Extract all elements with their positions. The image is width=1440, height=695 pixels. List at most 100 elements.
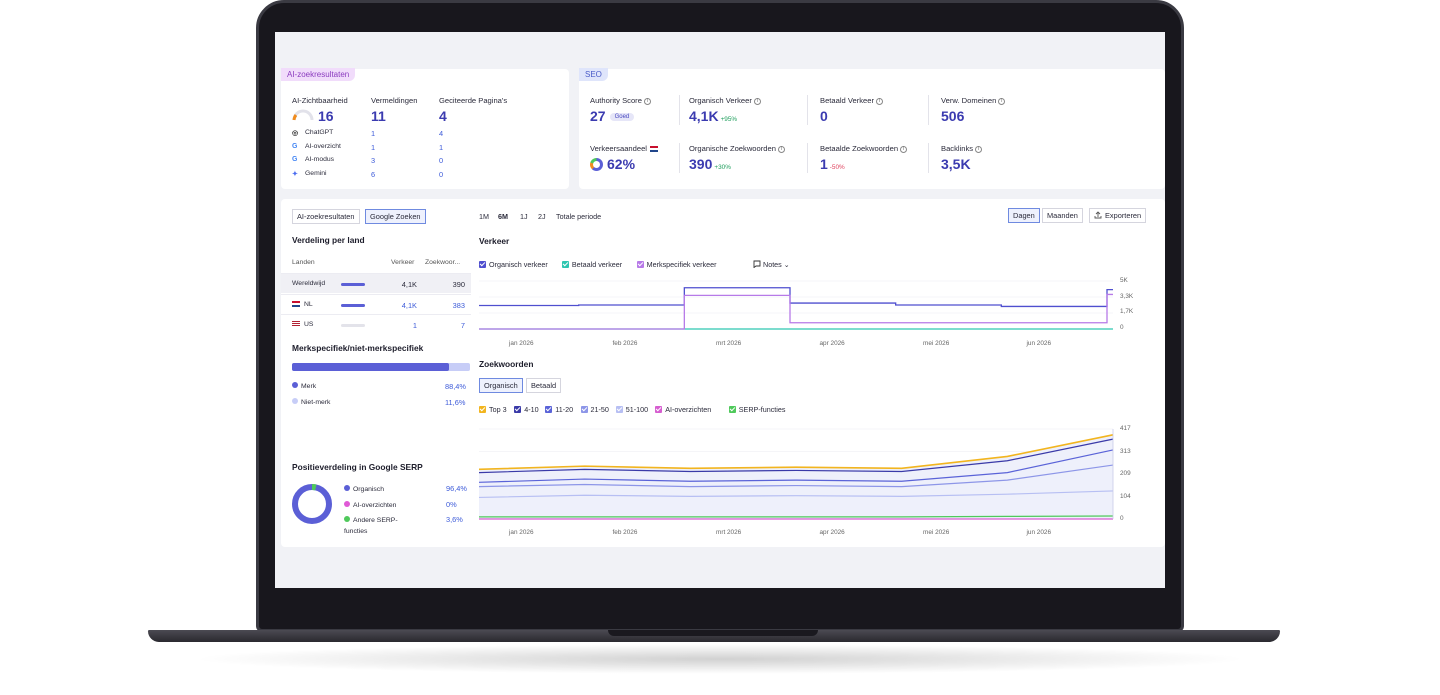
main-panel: AI-zoekresultaten Google Zoeken 1M 6M 1J… <box>281 199 1165 547</box>
seo-metric-label: Verw. Domeinen i <box>941 96 1006 105</box>
country-name: Wereldwijd <box>292 280 325 287</box>
period-1m[interactable]: 1M <box>479 212 489 221</box>
position-legend-value: 3,6% <box>446 515 463 524</box>
series-line <box>479 449 1114 483</box>
brand-legend-label: Merk <box>301 383 317 390</box>
position-legend-label: Andere SERP-functies <box>344 517 398 535</box>
ai-platform-name: Gemini <box>305 169 327 177</box>
country-row[interactable]: NL 4,1K 383 <box>281 293 471 314</box>
traffic-chart <box>479 280 1113 330</box>
country-name: NL <box>292 300 313 308</box>
x-tick-label: feb 2026 <box>612 529 638 536</box>
x-tick-label: mrt 2026 <box>716 340 742 347</box>
seo-metric-value: 1 -50% <box>820 156 845 172</box>
brand-legend-value: 11,6% <box>445 398 466 407</box>
gauge-icon <box>292 109 314 121</box>
ai-platform-name: AI-modus <box>305 156 335 163</box>
checkbox-icon <box>636 261 644 268</box>
flag-icon <box>292 300 300 307</box>
brand-legend-label: Niet-merk <box>301 399 331 406</box>
col-keywords: Zoekwoor... <box>425 259 461 266</box>
position-legend-item: Andere SERP-functies <box>344 515 414 537</box>
y-tick-label: 1,7K <box>1120 308 1134 316</box>
legend-dot <box>344 500 350 507</box>
seo-metric-value: 4,1K +95% <box>689 108 738 124</box>
cited-pages-label: Geciteerde Pagina's <box>439 96 508 105</box>
country-share-bar <box>341 324 365 327</box>
seo-metric-delta: -50% <box>829 164 845 171</box>
series-line <box>479 490 1114 499</box>
mentions-label: Vermeldingen <box>371 96 418 105</box>
ai-platform-mentions: 6 <box>371 169 376 179</box>
tab-paid[interactable]: Betaald <box>526 378 562 393</box>
x-tick-label: apr 2026 <box>819 529 845 536</box>
legend-item[interactable]: Top 3 <box>479 405 507 414</box>
tab-google-search[interactable]: Google Zoeken <box>365 209 426 224</box>
period-1y[interactable]: 1J <box>520 212 528 221</box>
seo-card: SEO Authority Score i 27 Goed Organisch Verk… <box>579 68 1165 189</box>
legend-item[interactable]: 21-50 <box>580 405 609 414</box>
country-section-title: Verdeling per land <box>292 235 365 245</box>
export-label: Exporteren <box>1105 211 1142 220</box>
country-keywords: 390 <box>452 280 465 289</box>
position-legend-item: Organisch <box>344 484 414 495</box>
legend-item[interactable]: SERP-functies <box>728 405 786 414</box>
country-share-fill <box>341 283 365 286</box>
country-keywords: 7 <box>460 321 465 330</box>
country-keywords: 383 <box>452 300 465 310</box>
legend-label: Merkspecifiek verkeer <box>646 260 717 269</box>
laptop-notch <box>608 630 818 636</box>
series-line <box>479 464 1114 488</box>
info-icon: i <box>643 97 651 105</box>
country-row[interactable]: Wereldwijd 4,1K 390 <box>281 273 471 293</box>
legend-dot <box>344 516 350 522</box>
x-tick-label: jan 2026 <box>509 529 534 536</box>
y-tick-label: 209 <box>1120 470 1131 477</box>
days-button[interactable]: Dagen <box>1008 208 1040 223</box>
share-donut-hole <box>593 161 600 168</box>
export-button[interactable]: Exporteren <box>1089 208 1147 223</box>
legend-item[interactable]: Merkspecifiek verkeer <box>636 260 717 269</box>
legend-label: 11-20 <box>555 405 574 414</box>
tab-organic[interactable]: Organisch <box>479 378 523 393</box>
seo-metric-delta: +95% <box>720 116 738 123</box>
brand-section-title: Merkspecifiek/niet-merkspecifiek <box>292 343 424 353</box>
seo-metric-value: 3,5K <box>941 156 971 172</box>
checkbox-icon <box>615 406 623 413</box>
y-tick-label: 3,3K <box>1120 292 1134 300</box>
checkbox-icon <box>728 406 736 413</box>
legend-item[interactable]: Organisch verkeer <box>479 260 548 269</box>
x-tick-label: jan 2026 <box>509 340 534 347</box>
country-traffic: 4,1K <box>401 280 417 289</box>
x-tick-label: mrt 2026 <box>716 529 742 536</box>
period-6m[interactable]: 6M <box>498 212 508 221</box>
period-2y[interactable]: 2J <box>538 212 546 221</box>
legend-label: AI-overzichten <box>665 405 712 414</box>
legend-label: 21-50 <box>590 405 609 414</box>
legend-item[interactable]: AI-overzichten <box>655 405 711 414</box>
legend-item[interactable]: 11-20 <box>545 405 573 414</box>
notes-dropdown[interactable]: Notes ⌄ <box>753 260 790 269</box>
x-tick-label: jun 2026 <box>1026 529 1052 536</box>
checkbox-icon <box>479 406 486 413</box>
ai-card-tag: AI-zoekresultaten <box>281 68 356 81</box>
notes-label: Notes <box>763 260 782 269</box>
position-donut <box>292 484 332 524</box>
y-tick-label: 0 <box>1120 324 1124 331</box>
period-all[interactable]: Totale periode <box>556 212 602 221</box>
mentions-value: 11 <box>371 108 386 124</box>
ai-visibility-value: 16 <box>318 108 334 124</box>
country-traffic: 1 <box>412 321 417 330</box>
tab-ai-results[interactable]: AI-zoekresultaten <box>292 209 360 224</box>
country-row[interactable]: US 1 7 <box>281 314 471 334</box>
info-icon: i <box>975 145 983 153</box>
legend-item[interactable]: 51-100 <box>615 405 648 414</box>
legend-dot <box>344 485 350 491</box>
legend-label: 4-10 <box>524 405 539 414</box>
months-button[interactable]: Maanden <box>1042 208 1083 223</box>
legend-label: Betaald verkeer <box>571 260 623 269</box>
legend-item[interactable]: 4-10 <box>514 405 539 414</box>
checkbox-icon <box>479 261 486 268</box>
legend-item[interactable]: Betaald verkeer <box>561 260 623 269</box>
x-tick-label: apr 2026 <box>819 340 845 347</box>
